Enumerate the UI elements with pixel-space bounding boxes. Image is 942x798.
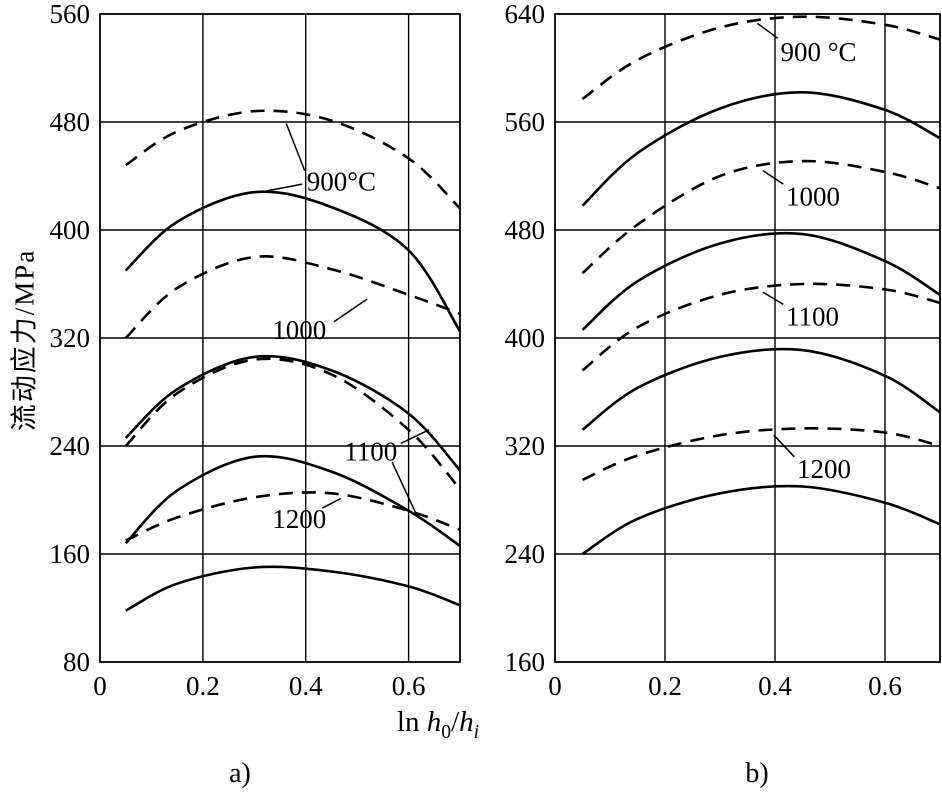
- y-tick-label: 400: [505, 323, 546, 353]
- x-axis-label-part: ln: [396, 706, 427, 739]
- x-axis-label: ln h0/hi: [397, 706, 479, 744]
- x-tick-label: 0.2: [186, 671, 220, 701]
- curve-1000C-dashed: [124, 255, 461, 339]
- curve-1200C-dashed: [581, 427, 941, 481]
- curve-temperature-label: 1100: [344, 436, 397, 466]
- x-tick-label: 0.6: [868, 671, 902, 701]
- plot-border: [554, 13, 941, 663]
- x-tick-label: 0: [548, 671, 562, 701]
- annotation-leader-line: [321, 497, 342, 509]
- x-axis-label-part: h: [426, 706, 442, 739]
- x-tick-label: 0.6: [392, 671, 426, 701]
- curve-900C-dashed: [124, 109, 461, 210]
- y-tick-label: 160: [505, 647, 546, 677]
- y-tick-label: 80: [63, 647, 90, 677]
- annotation-leader-line: [762, 291, 784, 305]
- annotation-leader-line: [762, 169, 784, 185]
- curve-900C-solid: [581, 90, 941, 207]
- subplot-label-b: b): [745, 758, 769, 789]
- y-tick-label: 560: [505, 107, 546, 137]
- curve-900C-solid: [124, 190, 462, 332]
- curve-1000C-solid: [581, 231, 941, 331]
- curve-temperature-label: 900°C: [307, 166, 376, 196]
- curve-temperature-label: 1100: [786, 301, 839, 331]
- y-tick-label: 400: [50, 215, 91, 245]
- y-tick-label: 480: [505, 215, 546, 245]
- y-axis-label: 流动应力/MPa: [9, 248, 40, 432]
- y-tick-label: 640: [505, 0, 546, 29]
- annotation-leader-line: [773, 434, 795, 458]
- curve-1200C-dashed: [125, 491, 461, 542]
- annotation-leader-line: [333, 298, 368, 323]
- curve-1100C-dashed: [124, 357, 461, 491]
- y-tick-label: 320: [505, 431, 546, 461]
- curve-900C-dashed: [581, 15, 941, 101]
- curve-temperature-label: 1000: [786, 181, 840, 211]
- x-axis-label-part: h: [459, 706, 474, 739]
- curve-1000C-solid: [124, 354, 461, 472]
- curve-1200C-solid: [581, 484, 941, 556]
- x-tick-label: 0.2: [648, 671, 682, 701]
- chart-a: 80 160 240 320 400 480 560 0 0.2 0.4 0.6 900°C 1000 1…: [50, 0, 462, 701]
- curve-temperature-label: 1200: [272, 504, 326, 534]
- curve-temperature-label: 900 °C: [781, 37, 857, 67]
- x-tick-label: 0.4: [758, 671, 792, 701]
- y-tick-label: 480: [50, 107, 91, 137]
- curve-1100C-solid: [581, 347, 941, 431]
- y-tick-label: 560: [50, 0, 91, 29]
- y-tick-label: 320: [50, 323, 91, 353]
- annotation-leader-line: [285, 123, 306, 171]
- annotation-leader-line: [400, 429, 430, 444]
- chart-b: 160 240 320 400 480 560 640 0 0.2 0.4 0.6 900 °C 100…: [505, 0, 941, 701]
- curve-temperature-label: 1000: [272, 315, 326, 345]
- annotation-leader-line: [266, 183, 303, 192]
- x-axis-label-part: 0: [441, 720, 452, 743]
- annotation-leader-line: [756, 22, 779, 39]
- plot-border: [99, 13, 461, 663]
- y-tick-label: 160: [50, 539, 91, 569]
- curve-1100C-dashed: [581, 282, 941, 372]
- y-tick-label: 240: [505, 539, 546, 569]
- curve-temperature-label: 1200: [797, 454, 851, 484]
- x-tick-label: 0.4: [289, 671, 323, 701]
- annotation-leader-line: [391, 461, 416, 513]
- x-axis-label-part: i: [473, 720, 480, 743]
- curve-1200C-solid: [125, 565, 461, 612]
- y-tick-label: 240: [50, 431, 91, 461]
- curve-1100C-solid: [124, 454, 461, 547]
- x-tick-label: 0: [93, 671, 107, 701]
- subplot-label-a: a): [229, 758, 251, 789]
- curve-1000C-dashed: [581, 159, 941, 275]
- x-axis-label-part: /: [451, 706, 460, 739]
